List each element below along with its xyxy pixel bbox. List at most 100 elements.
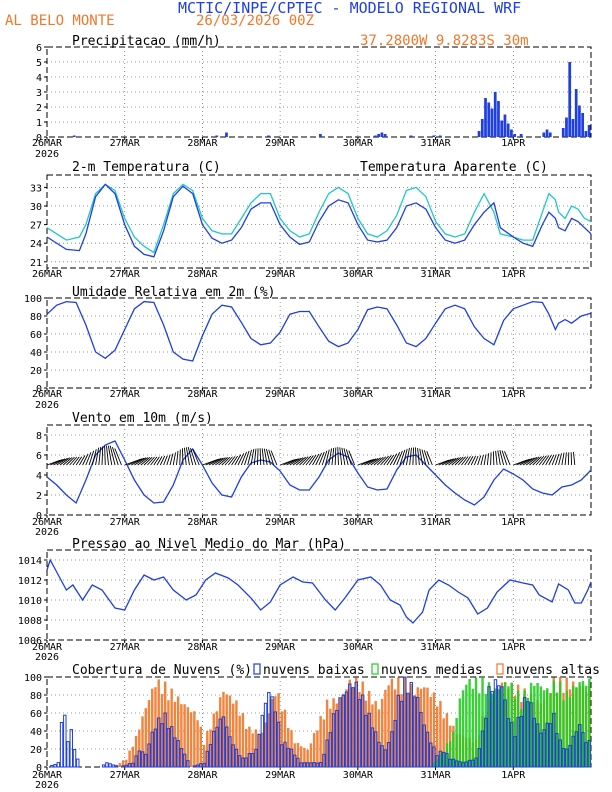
wind-vector	[448, 457, 459, 466]
wind-vector	[426, 450, 433, 466]
clouds-bar-nuvens-baixas	[63, 714, 67, 768]
wind-xtick-label: 31MAR	[421, 517, 452, 528]
clouds-bar-nuvens-baixas	[386, 741, 391, 768]
clouds-bar-nuvens-baixas	[419, 711, 423, 768]
clouds-bar-nuvens-baixas	[257, 733, 261, 768]
clouds-bar-nuvens-baixas	[416, 696, 420, 768]
wind-vector	[46, 459, 61, 466]
clouds-bar-nuvens-altas	[342, 693, 345, 767]
clouds-bar-nuvens-medias	[559, 681, 562, 767]
precip-ytick-label: 6	[36, 43, 42, 54]
clouds-bar-nuvens-baixas	[412, 696, 417, 768]
precip-ytick-label: 3	[36, 88, 42, 99]
clouds-bar-nuvens-baixas	[577, 724, 582, 768]
pressure-frame	[46, 549, 592, 641]
clouds-bar-nuvens-baixas	[134, 755, 138, 768]
clouds-bar-nuvens-baixas	[564, 748, 569, 768]
wind-ytick-label: 2	[36, 491, 42, 502]
wind-vector	[59, 457, 71, 466]
clouds-bar-nuvens-medias	[455, 717, 458, 767]
clouds-bar-nuvens-medias	[448, 741, 452, 767]
wind-vector	[263, 448, 268, 466]
precip-bar	[493, 92, 497, 137]
wind-vector	[423, 450, 430, 466]
wind-vector	[183, 447, 187, 466]
wind-vector	[464, 456, 471, 466]
wind-vector	[53, 458, 66, 466]
clouds-bar-nuvens-medias	[507, 686, 510, 767]
precip-ytick-label: 4	[36, 73, 42, 84]
clouds-bar-nuvens-baixas	[231, 744, 235, 768]
precip-xtick-label: 27MAR	[110, 138, 141, 149]
wind-vector	[331, 447, 335, 466]
clouds-bar-nuvens-altas	[241, 713, 245, 767]
clouds-bar-nuvens-altas	[316, 730, 319, 767]
clouds-bar-nuvens-baixas	[464, 761, 469, 768]
pressure-xtick-label: 29MAR	[265, 642, 296, 653]
clouds-bar-nuvens-baixas	[354, 681, 358, 768]
clouds-bar-nuvens-altas	[167, 700, 170, 767]
rh-xtick-label: 30MAR	[343, 389, 374, 400]
clouds-bar-nuvens-baixas	[289, 748, 294, 768]
wind-xtick-label: 28MAR	[187, 517, 218, 528]
clouds-bar-nuvens-medias	[494, 688, 497, 767]
clouds-bar-nuvens-baixas	[383, 749, 388, 768]
wind-vector	[321, 450, 328, 466]
clouds-bar-nuvens-baixas	[208, 743, 213, 768]
precip-bar	[561, 128, 565, 137]
wind-vector	[419, 448, 424, 466]
clouds-bar-nuvens-baixas	[202, 762, 206, 768]
precip-bar	[438, 135, 442, 137]
wind-vector	[396, 450, 403, 466]
wind-vector	[66, 456, 75, 466]
precip-xtick-label: 31MAR	[421, 138, 452, 149]
clouds-bar-nuvens-medias	[526, 697, 530, 767]
clouds-legend-swatch	[371, 663, 379, 675]
clouds-bar-nuvens-altas	[345, 689, 348, 767]
clouds-bar-nuvens-altas	[173, 701, 177, 767]
precip-bar	[72, 135, 76, 137]
clouds-bar-nuvens-baixas	[247, 753, 252, 768]
clouds-bar-nuvens-altas	[138, 729, 141, 767]
clouds-bar-nuvens-baixas	[244, 757, 248, 768]
wind-vector	[360, 458, 375, 466]
wind-ytick-label: 0	[36, 511, 42, 522]
clouds-bar-nuvens-baixas	[348, 683, 352, 768]
clouds-bar-nuvens-medias	[465, 684, 468, 767]
clouds-bar-nuvens-baixas	[428, 742, 433, 768]
clouds-bar-nuvens-medias	[474, 677, 478, 767]
wind-vector	[237, 453, 245, 466]
wind-year-label: 2026	[35, 527, 59, 538]
clouds-bar-nuvens-altas	[332, 698, 335, 767]
temp-xtick-label: 27MAR	[110, 269, 141, 280]
clouds-xtick-label: 28MAR	[187, 770, 218, 781]
clouds-bar-nuvens-baixas	[380, 745, 384, 768]
clouds-bar-nuvens-altas	[442, 718, 445, 767]
clouds-bar-nuvens-baixas	[299, 762, 303, 768]
wind-vector	[259, 448, 262, 466]
pressure-xtick-label: 28MAR	[187, 642, 218, 653]
clouds-year-label: 2026	[35, 780, 59, 791]
clouds-bar-nuvens-baixas	[552, 712, 556, 768]
clouds-bar-nuvens-medias	[432, 762, 436, 767]
wind-vector	[308, 454, 317, 466]
clouds-bar-nuvens-altas	[423, 687, 426, 767]
clouds-bar-nuvens-medias	[520, 709, 523, 767]
clouds-bar-nuvens-baixas	[131, 762, 135, 768]
clouds-legend-swatch	[253, 663, 261, 675]
wind-vector	[412, 447, 414, 466]
precip-bar	[574, 89, 578, 137]
rh-ytick-label: 40	[30, 348, 42, 359]
clouds-bar-nuvens-baixas	[574, 731, 579, 768]
clouds-bar-nuvens-baixas	[516, 717, 520, 768]
wind-vector	[497, 450, 501, 466]
clouds-bar-nuvens-baixas	[312, 762, 316, 768]
clouds-bar-nuvens-altas	[251, 733, 254, 767]
precip-ytick-label: 5	[36, 58, 42, 69]
wind-vector	[299, 456, 309, 466]
wind-vector	[72, 456, 80, 466]
clouds-bar-nuvens-baixas	[571, 735, 575, 768]
clouds-bar-nuvens-baixas	[173, 737, 177, 768]
precip-bar	[432, 135, 436, 137]
clouds-bar-nuvens-baixas	[441, 751, 446, 768]
